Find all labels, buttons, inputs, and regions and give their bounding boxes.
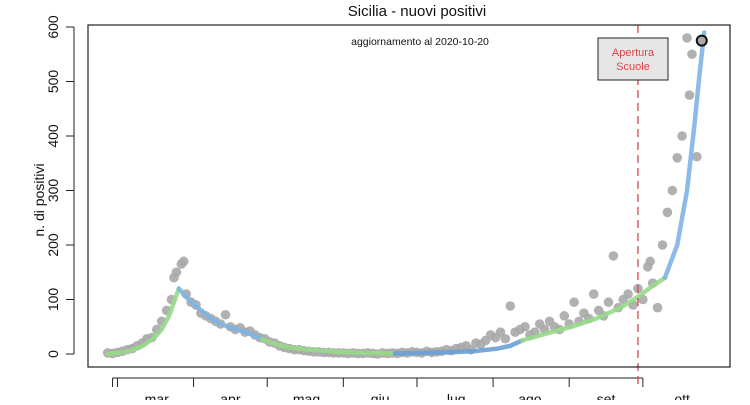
chart-subtitle: aggiornamento al 2020-10-20 [351, 36, 489, 48]
data-point [657, 240, 668, 250]
data-point [645, 256, 656, 267]
data-point [569, 297, 579, 308]
last-data-point [695, 34, 708, 47]
x-month-label: lug [447, 391, 466, 400]
data-point [677, 131, 687, 141]
x-month-label: mag [293, 391, 320, 400]
data-point [500, 333, 511, 344]
data-point [608, 251, 619, 261]
data-point [559, 311, 570, 321]
data-point [505, 301, 516, 311]
x-month-label: ago [518, 391, 542, 400]
fit-curve-segment [176, 286, 265, 342]
data-point [623, 289, 633, 299]
x-month-label: set [597, 391, 616, 400]
legend-text-line1: Apertura [612, 47, 655, 59]
data-point [495, 327, 506, 338]
fit-curve-segment [105, 286, 182, 357]
legend-box [597, 37, 669, 81]
y-tick-label: 0 [45, 350, 61, 358]
x-month-label: mar [145, 391, 169, 400]
x-axis: mar apr mag giu lug ago set ott [112, 377, 690, 405]
data-point [692, 151, 702, 162]
y-tick-label: 600 [45, 15, 61, 39]
y-tick-label: 300 [45, 179, 61, 203]
fit-curve-segment [392, 338, 525, 356]
fit-curves [105, 30, 707, 357]
fit-curve-segment [520, 275, 668, 343]
y-tick-label: 400 [45, 124, 61, 148]
data-point [603, 297, 614, 308]
data-point [588, 289, 599, 299]
x-month-label: giu [371, 391, 390, 400]
y-tick-label: 100 [45, 288, 61, 312]
data-point [687, 49, 697, 60]
y-tick-label: 500 [45, 70, 61, 94]
data-point [672, 153, 683, 163]
data-point [662, 207, 673, 218]
data-point [220, 309, 231, 320]
data-point [171, 267, 182, 278]
plot-frame [87, 24, 731, 368]
fit-curve-segment [662, 30, 707, 280]
x-month-label: apr [220, 391, 241, 400]
data-point [652, 302, 663, 313]
y-tick-label: 200 [45, 233, 61, 257]
data-point [520, 321, 530, 332]
y-axis-label: n. di positivi [31, 163, 47, 236]
data-point [178, 256, 189, 267]
legend-text-line2: Scuole [616, 61, 650, 73]
data-point [684, 90, 695, 100]
chart-title: Sicilia - nuovi positivi [348, 3, 486, 20]
x-month-label: ott [674, 391, 690, 400]
data-point [667, 185, 678, 196]
data-point [682, 33, 692, 43]
y-axis: 0 100 200 300 400 500 600 [45, 15, 75, 358]
fit-curve-segment [260, 337, 398, 356]
legend: Apertura Scuole [597, 37, 669, 81]
